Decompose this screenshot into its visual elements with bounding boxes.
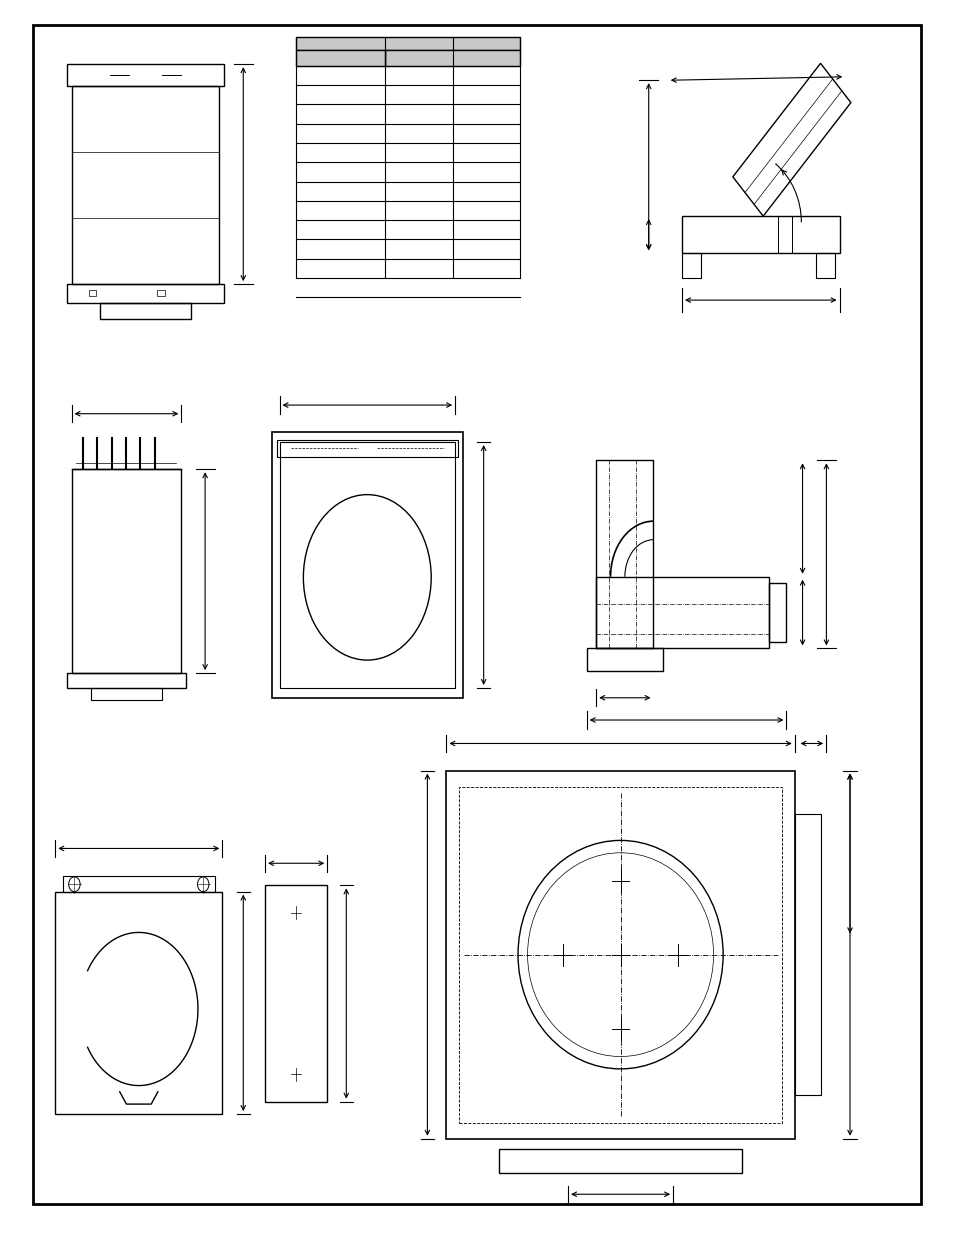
Bar (596, 461, 653, 648)
Bar (67, 64, 224, 86)
Bar (272, 432, 462, 698)
Bar (100, 303, 191, 319)
Bar (295, 51, 385, 65)
Bar (596, 577, 768, 648)
Bar (265, 885, 327, 1102)
Bar (157, 290, 165, 296)
Bar (71, 469, 181, 673)
Bar (279, 442, 455, 688)
Bar (815, 253, 834, 278)
Bar (498, 1149, 741, 1173)
Bar (681, 253, 700, 278)
Bar (67, 673, 186, 688)
Bar (458, 787, 781, 1123)
Bar (586, 648, 662, 671)
Bar (91, 688, 162, 700)
Bar (63, 876, 214, 892)
Bar (276, 440, 457, 457)
Bar (67, 284, 224, 303)
Bar (89, 290, 96, 296)
Bar (55, 892, 222, 1114)
Bar (71, 86, 219, 284)
Bar (385, 51, 519, 65)
Bar (446, 771, 794, 1139)
Bar (768, 583, 785, 642)
Bar (794, 814, 821, 1095)
Bar (295, 37, 519, 51)
